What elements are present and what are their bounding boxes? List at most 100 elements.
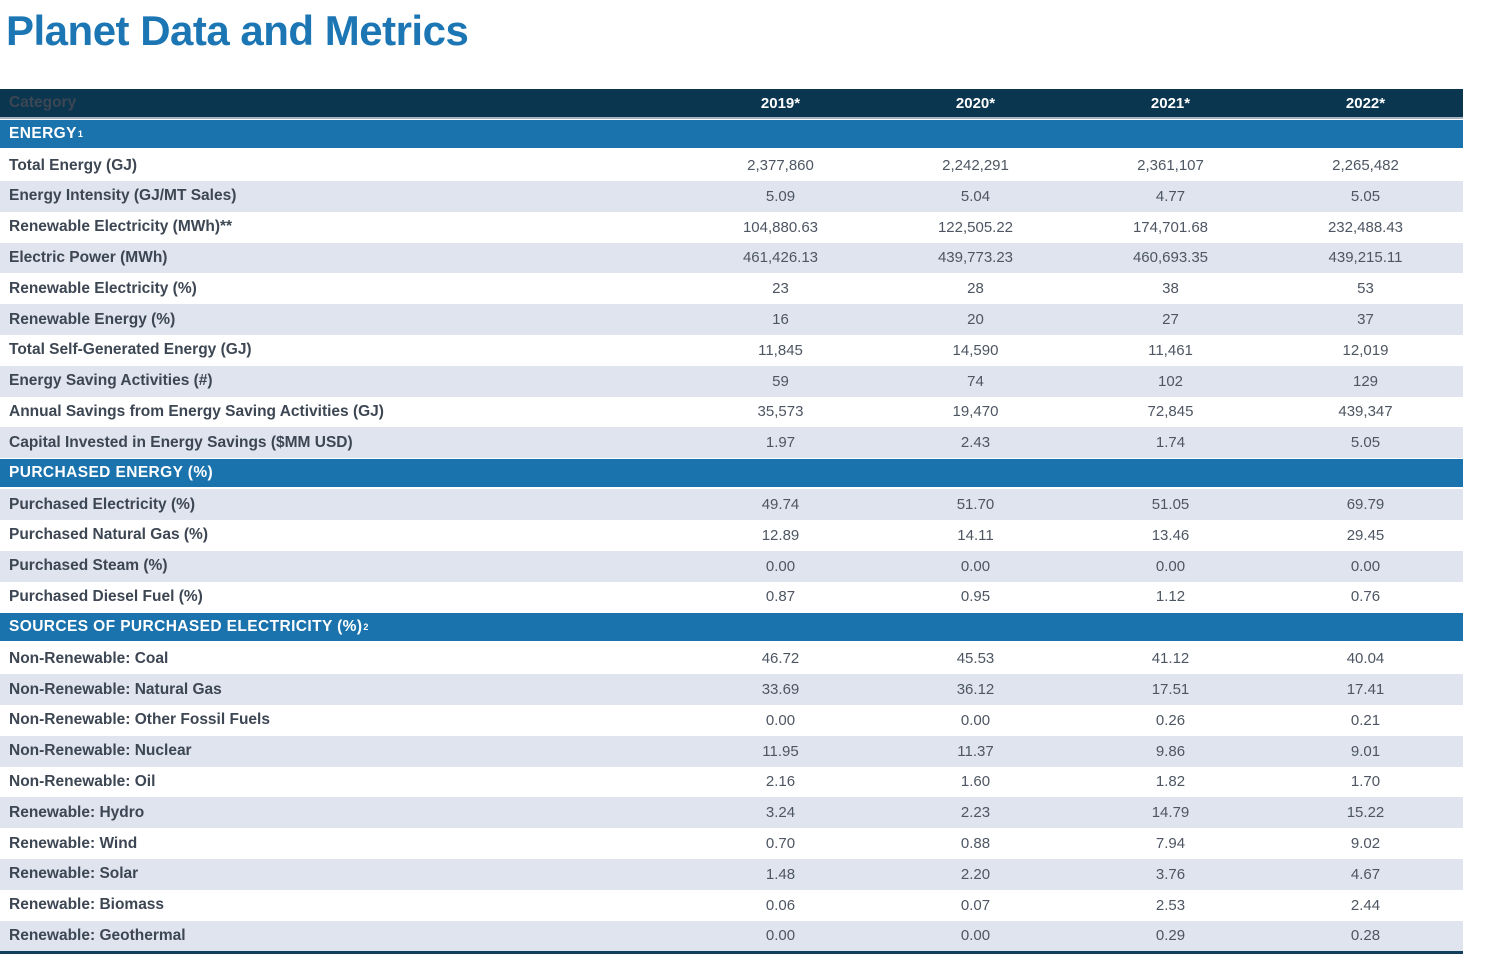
cell-value: 0.00 (1350, 557, 1381, 575)
cell-value: 45.53 (956, 650, 995, 668)
cell-value: 0.76 (1350, 588, 1381, 606)
cell-value: 23 (772, 280, 789, 298)
cell-value: 53 (1357, 280, 1374, 298)
table-row: Non-Renewable: Natural Gas 33.69 36.12 17.5… (0, 674, 1463, 705)
cell-value: 122,505.22 (937, 218, 1014, 236)
cell-value: 35,573 (757, 403, 804, 421)
cell-value: 7.94 (1155, 835, 1186, 853)
cell-value: 11.37 (957, 742, 994, 760)
row-label: Renewable: Biomass (9, 896, 165, 914)
cell-value: 439,773.23 (937, 249, 1014, 267)
row-label: Capital Invested in Energy Savings ($MM … (9, 433, 353, 451)
row-label: Non-Renewable: Natural Gas (9, 680, 222, 698)
cell-value: 51.70 (956, 496, 995, 514)
cell-value: 13.46 (1151, 526, 1190, 544)
cell-value: 174,701.68 (1132, 218, 1209, 236)
table-row: Renewable Energy (%) 16 20 27 37 (0, 304, 1463, 335)
row-label: Renewable Energy (%) (9, 310, 176, 328)
cell-value: 0.00 (1155, 557, 1186, 575)
table-row: Total Self-Generated Energy (GJ) 11,845 14… (0, 334, 1463, 366)
cell-value: 232,488.43 (1327, 218, 1404, 236)
cell-value: 3.24 (765, 804, 796, 822)
row-label: Non-Renewable: Other Fossil Fuels (9, 711, 270, 729)
cell-value: 0.28 (1350, 927, 1381, 945)
table-row: Non-Renewable: Coal 46.72 45.53 41.12 40.04 (0, 643, 1463, 675)
cell-value: 2.44 (1350, 896, 1381, 914)
cell-value: 59 (772, 372, 789, 390)
row-label: Purchased Diesel Fuel (%) (9, 587, 203, 605)
row-label: Purchased Steam (%) (9, 557, 168, 575)
cell-value: 104,880.63 (742, 218, 819, 236)
cell-value: 0.88 (960, 835, 991, 853)
row-label: Renewable Electricity (%) (9, 279, 197, 297)
cell-value: 1.48 (765, 865, 796, 883)
cell-value: 12.89 (761, 526, 800, 544)
cell-value: 41.12 (1151, 650, 1190, 668)
cell-value: 15.22 (1346, 804, 1385, 822)
cell-value: 46.72 (761, 650, 800, 668)
cell-value: 460,693.35 (1132, 249, 1209, 267)
table-row: Non-Renewable: Oil 2.16 1.60 1.82 1.70 (0, 766, 1463, 798)
cell-value: 4.67 (1350, 865, 1381, 883)
cell-value: 33.69 (761, 681, 800, 699)
row-label: Renewable: Wind (9, 834, 138, 852)
cell-value: 69.79 (1346, 496, 1385, 514)
cell-value: 0.07 (960, 896, 991, 914)
cell-value: 0.00 (765, 557, 796, 575)
cell-value: 5.09 (765, 187, 796, 205)
cell-value: 0.70 (765, 835, 796, 853)
cell-value: 1.70 (1350, 773, 1381, 791)
cell-value: 0.06 (765, 896, 796, 914)
table-row: Renewable: Solar 1.48 2.20 3.76 4.67 (0, 858, 1463, 890)
section-title: PURCHASED ENERGY (%) (9, 464, 214, 482)
column-header-category: Category (9, 94, 77, 112)
cell-value: 0.26 (1155, 711, 1186, 729)
cell-value: 16 (772, 311, 789, 329)
column-header-year-2020: 2020* (955, 94, 996, 112)
cell-value: 37 (1357, 311, 1374, 329)
cell-value: 2.20 (960, 865, 991, 883)
cell-value: 129 (1352, 372, 1379, 390)
cell-value: 11,845 (758, 341, 803, 359)
cell-value: 439,347 (1338, 403, 1393, 421)
cell-value: 1.97 (765, 434, 796, 452)
cell-value: 11,461 (1148, 341, 1193, 359)
table-row: Energy Saving Activities (#) 59 74 102 129 (0, 365, 1463, 397)
cell-value: 74 (967, 372, 984, 390)
cell-value: 49.74 (761, 496, 800, 514)
cell-value: 0.00 (765, 927, 796, 945)
cell-value: 1.12 (1155, 588, 1186, 606)
cell-value: 102 (1157, 372, 1184, 390)
cell-value: 1.60 (960, 773, 991, 791)
section-header: ENERGY 1 (0, 120, 1463, 149)
cell-value: 0.00 (960, 711, 991, 729)
column-header-year-2022: 2022* (1345, 94, 1386, 112)
cell-value: 2,361,107 (1137, 157, 1204, 175)
cell-value: 2.53 (1155, 896, 1186, 914)
cell-value: 0.95 (960, 588, 991, 606)
row-label: Electric Power (MWh) (9, 248, 168, 266)
cell-value: 11.95 (762, 742, 799, 760)
table-row: Renewable Electricity (MWh)** 104,880.63 1… (0, 211, 1463, 243)
cell-value: 0.00 (765, 711, 796, 729)
cell-value: 14.11 (957, 526, 994, 544)
table-row: Annual Savings from Energy Saving Activi… (0, 396, 1463, 428)
row-label: Non-Renewable: Nuclear (9, 742, 192, 760)
row-label: Renewable Electricity (MWh)** (9, 218, 233, 236)
page-title: Planet Data and Metrics (6, 7, 469, 54)
section-header: SOURCES OF PURCHASED ELECTRICITY (%) 2 (0, 613, 1463, 642)
cell-value: 0.00 (960, 927, 991, 945)
table-row: Purchased Diesel Fuel (%) 0.87 0.95 1.12 0.7… (0, 581, 1463, 613)
cell-value: 9.86 (1155, 742, 1186, 760)
header-divider (0, 117, 1463, 120)
planet-data-table: Category 2019* 2020* 2021* 2022* ENERGY 1… (0, 89, 1463, 955)
cell-value: 2,265,482 (1332, 157, 1399, 175)
row-label: Energy Saving Activities (#) (9, 372, 213, 390)
table-row: Total Energy (GJ) 2,377,860 2,242,291 2,361… (0, 150, 1463, 181)
cell-value: 20 (967, 311, 984, 329)
table-header-row: Category 2019* 2020* 2021* 2022* (0, 89, 1463, 118)
row-label: Annual Savings from Energy Saving Activi… (9, 402, 384, 420)
table-row: Energy Intensity (GJ/MT Sales) 5.09 5.04 4.… (0, 180, 1463, 212)
cell-value: 36.12 (956, 681, 995, 699)
cell-value: 17.41 (1346, 681, 1385, 699)
